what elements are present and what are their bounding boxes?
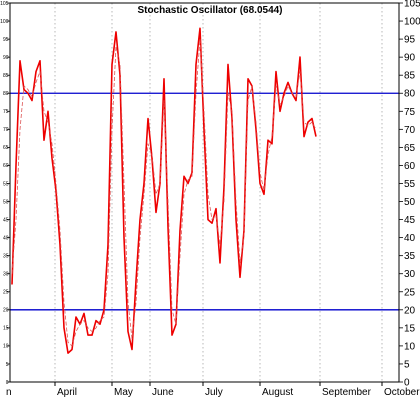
y-tick-label-right: 80 <box>404 89 416 100</box>
y-tick-label-left: 95 <box>3 37 9 43</box>
y-tick-label-right: 95 <box>404 35 416 46</box>
y-tick-label-left: 20 <box>3 308 9 314</box>
y-tick-label-right: 25 <box>404 287 416 298</box>
y-tick-label-right: 5 <box>404 359 410 370</box>
y-tick-label-left: 30 <box>3 272 9 278</box>
y-tick-label-left: 10 <box>3 344 9 350</box>
y-tick-label-left: 75 <box>3 109 9 115</box>
y-tick-label-left: 35 <box>3 253 9 259</box>
y-tick-label-left: 45 <box>3 217 9 223</box>
x-tick-label: August <box>262 387 293 398</box>
y-tick-label-right: 55 <box>404 179 416 190</box>
y-tick-label-right: 60 <box>404 161 416 172</box>
y-tick-label-right: 100 <box>404 17 420 28</box>
y-tick-label-right: 0 <box>404 378 410 389</box>
reference-lines <box>10 92 399 311</box>
y-tick-label-right: 65 <box>404 143 416 154</box>
y-tick-label-left: 80 <box>3 91 9 97</box>
y-tick-label-right: 85 <box>404 71 416 82</box>
chart-title: Stochastic Oscillator (68.0544) <box>137 5 282 16</box>
y-tick-label-left: 40 <box>3 235 9 241</box>
month-grid <box>54 3 383 382</box>
y-tick-label-left: 25 <box>3 290 9 296</box>
series-line-dashed <box>11 38 317 347</box>
y-tick-label-left: 85 <box>3 73 9 79</box>
y-tick-label-right: 75 <box>404 107 416 118</box>
y-tick-label-right: 20 <box>404 305 416 316</box>
series-group <box>11 27 317 354</box>
y-tick-label-right: 30 <box>404 269 416 280</box>
x-tick-label: October <box>384 387 420 398</box>
plot-frame <box>9 2 400 383</box>
x-tick-label: July <box>205 387 223 398</box>
y-tick-label-right: 90 <box>404 53 416 64</box>
y-tick-label-right: 35 <box>404 251 416 262</box>
y-tick-label-right: 10 <box>404 341 416 352</box>
y-tick-label-right: 15 <box>404 323 416 334</box>
x-tick-label: September <box>322 387 372 398</box>
x-tick-label: May <box>114 387 133 398</box>
y-tick-label-left: 90 <box>3 55 9 61</box>
x-tick-label: June <box>152 387 174 398</box>
y-tick-label-right: 45 <box>404 215 416 226</box>
y-tick-label-right: 70 <box>404 125 416 136</box>
x-tick-label: April <box>57 387 77 398</box>
y-tick-label-left: 65 <box>3 145 9 151</box>
y-tick-label-right: 50 <box>404 197 416 208</box>
x-tick-label: n <box>6 387 12 398</box>
y-tick-label-left: 5 <box>6 362 9 368</box>
y-tick-label-left: 100 <box>0 19 9 25</box>
y-tick-label-left: 0 <box>6 380 9 386</box>
y-tick-label-right: 105 <box>404 0 420 10</box>
y-tick-label-left: 70 <box>3 127 9 133</box>
y-tick-label-right: 40 <box>404 233 416 244</box>
y-tick-label-left: 50 <box>3 199 9 205</box>
y-tick-label-left: 55 <box>3 181 9 187</box>
y-tick-label-left: 105 <box>0 1 9 7</box>
y-tick-label-left: 60 <box>3 163 9 169</box>
x-ticks: April May June July August September October n <box>6 382 420 398</box>
y-tick-label-left: 15 <box>3 326 9 332</box>
